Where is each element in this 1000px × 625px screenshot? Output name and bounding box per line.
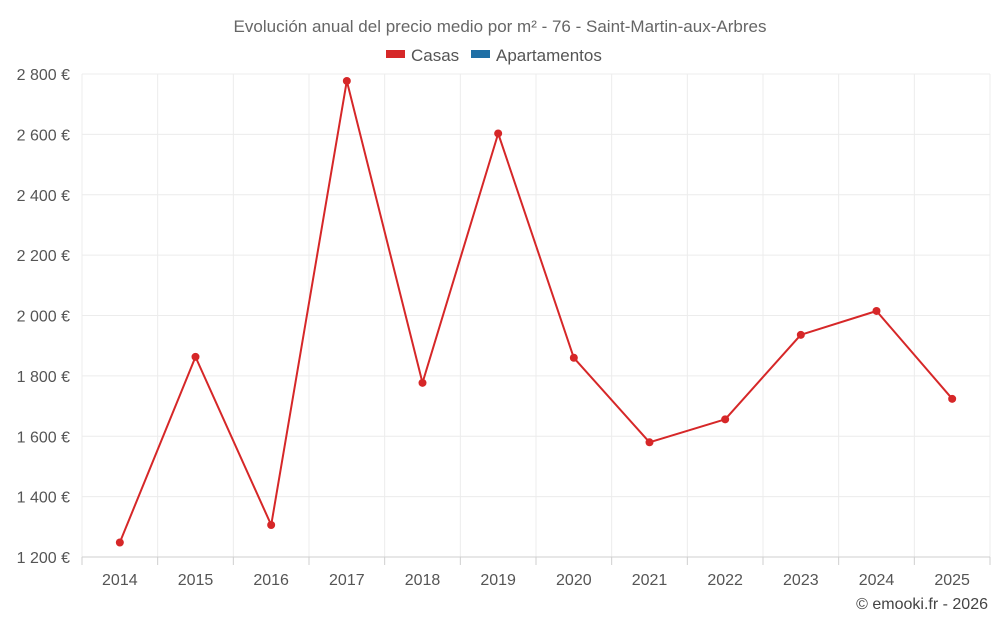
y-tick-label: 1 600 € xyxy=(17,429,70,446)
data-point-casas[interactable] xyxy=(115,538,124,547)
legend-label-casas: Casas xyxy=(411,46,459,65)
x-tick-label: 2019 xyxy=(480,572,516,589)
y-axis-tick-labels: 1 200 € 1 400 € 1 600 € 1 800 € 2 000 € 2 200… xyxy=(17,67,70,567)
series-line-casas xyxy=(118,79,953,543)
data-point-casas[interactable] xyxy=(569,353,578,362)
x-tick-label: 2018 xyxy=(405,572,441,589)
data-point-casas[interactable] xyxy=(948,394,957,403)
legend-item-casas[interactable]: Casas xyxy=(386,46,459,65)
axes xyxy=(81,556,991,565)
x-axis-tick-labels: 2014 2015 2016 2017 2018 2019 2020 2021 2022 2023… xyxy=(102,572,970,589)
data-point-casas[interactable] xyxy=(796,330,805,339)
data-point-casas[interactable] xyxy=(191,352,200,361)
data-point-casas[interactable] xyxy=(872,306,881,315)
x-tick-label: 2014 xyxy=(102,572,138,589)
y-tick-label: 1 400 € xyxy=(17,490,70,507)
x-tick-label: 2020 xyxy=(556,572,592,589)
data-point-casas[interactable] xyxy=(342,76,351,85)
grid xyxy=(81,73,991,557)
legend-item-apartamentos[interactable]: Apartamentos xyxy=(471,46,602,65)
x-tick-label: 2015 xyxy=(178,572,214,589)
y-tick-label: 2 400 € xyxy=(17,188,70,205)
chart-title: Evolución anual del precio medio por m² … xyxy=(234,17,767,36)
data-point-casas[interactable] xyxy=(721,415,730,424)
legend: Casas Apartamentos xyxy=(386,46,602,65)
data-point-casas[interactable] xyxy=(267,521,276,530)
legend-swatch-casas xyxy=(386,50,405,58)
y-tick-label: 2 200 € xyxy=(17,248,70,265)
x-tick-label: 2016 xyxy=(253,572,289,589)
y-tick-label: 2 000 € xyxy=(17,309,70,326)
y-tick-label: 1 800 € xyxy=(17,369,70,386)
y-tick-label: 2 800 € xyxy=(17,67,70,84)
y-tick-label: 1 200 € xyxy=(17,550,70,567)
y-tick-label: 2 600 € xyxy=(17,127,70,144)
x-tick-label: 2025 xyxy=(934,572,970,589)
x-tick-label: 2017 xyxy=(329,572,365,589)
x-tick-label: 2022 xyxy=(707,572,743,589)
data-point-casas[interactable] xyxy=(645,438,654,447)
credit-text: © emooki.fr - 2026 xyxy=(856,596,988,613)
x-tick-label: 2024 xyxy=(859,572,895,589)
legend-swatch-apartamentos xyxy=(471,50,490,58)
data-point-casas[interactable] xyxy=(418,378,427,387)
legend-label-apartamentos: Apartamentos xyxy=(496,46,602,65)
x-tick-label: 2023 xyxy=(783,572,819,589)
series-casas xyxy=(115,76,957,547)
x-tick-label: 2021 xyxy=(632,572,668,589)
data-point-casas[interactable] xyxy=(494,129,503,138)
